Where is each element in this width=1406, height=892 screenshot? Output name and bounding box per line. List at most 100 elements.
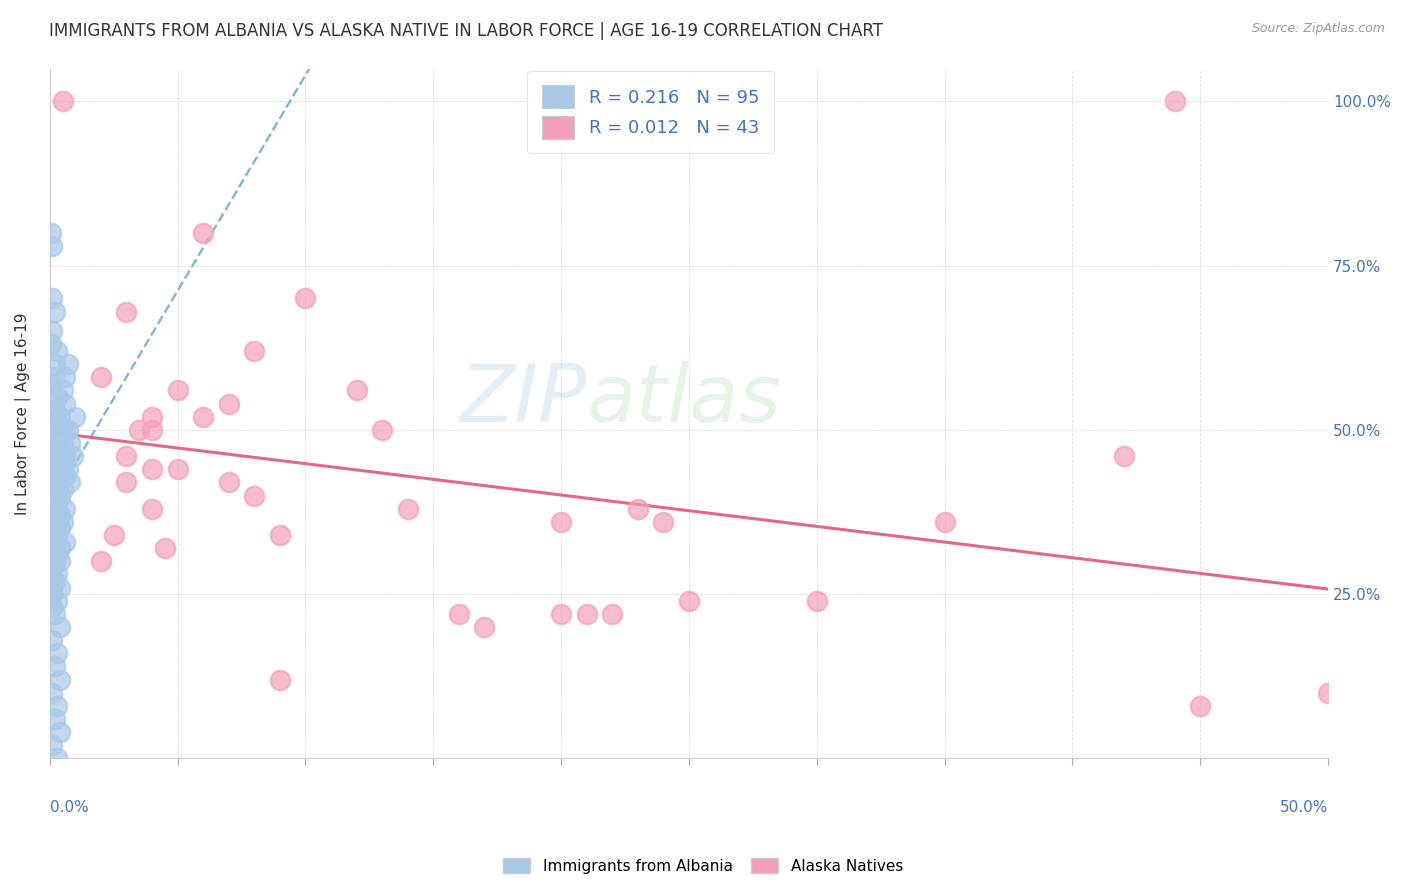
Point bbox=[103, 528, 125, 542]
Point bbox=[346, 384, 368, 398]
Point bbox=[49, 409, 72, 424]
Point bbox=[46, 468, 69, 483]
Point bbox=[39, 567, 62, 582]
Point bbox=[44, 607, 66, 621]
Point bbox=[218, 475, 240, 490]
Text: 0.0%: 0.0% bbox=[49, 800, 89, 814]
Point bbox=[51, 436, 73, 450]
Point bbox=[191, 226, 214, 240]
Point bbox=[447, 607, 470, 621]
Point bbox=[49, 508, 72, 523]
Point bbox=[46, 593, 69, 607]
Text: atlas: atlas bbox=[586, 360, 782, 439]
Point bbox=[51, 482, 73, 496]
Point bbox=[49, 475, 72, 490]
Legend: Immigrants from Albania, Alaska Natives: Immigrants from Albania, Alaska Natives bbox=[496, 852, 910, 880]
Point bbox=[53, 370, 76, 384]
Point bbox=[627, 501, 650, 516]
Point bbox=[1189, 698, 1212, 713]
Point bbox=[41, 390, 63, 404]
Point bbox=[41, 587, 63, 601]
Text: IMMIGRANTS FROM ALBANIA VS ALASKA NATIVE IN LABOR FORCE | AGE 16-19 CORRELATION : IMMIGRANTS FROM ALBANIA VS ALASKA NATIVE… bbox=[49, 22, 883, 40]
Point bbox=[44, 429, 66, 443]
Point bbox=[46, 515, 69, 529]
Point bbox=[44, 534, 66, 549]
Point bbox=[56, 462, 79, 476]
Point bbox=[49, 541, 72, 555]
Point bbox=[90, 554, 112, 568]
Point bbox=[49, 554, 72, 568]
Point bbox=[46, 751, 69, 765]
Point bbox=[128, 423, 150, 437]
Point bbox=[46, 567, 69, 582]
Point bbox=[44, 304, 66, 318]
Point bbox=[294, 292, 316, 306]
Point bbox=[44, 475, 66, 490]
Point bbox=[46, 548, 69, 562]
Point bbox=[44, 442, 66, 457]
Point bbox=[44, 554, 66, 568]
Point bbox=[46, 495, 69, 509]
Point bbox=[1164, 95, 1187, 109]
Point bbox=[141, 501, 163, 516]
Point bbox=[41, 436, 63, 450]
Point bbox=[46, 698, 69, 713]
Point bbox=[41, 600, 63, 615]
Point bbox=[934, 515, 956, 529]
Point bbox=[46, 390, 69, 404]
Point bbox=[49, 673, 72, 687]
Point bbox=[474, 620, 496, 634]
Point bbox=[44, 403, 66, 417]
Point bbox=[806, 593, 828, 607]
Point bbox=[51, 456, 73, 470]
Point bbox=[51, 423, 73, 437]
Point bbox=[44, 501, 66, 516]
Point bbox=[49, 725, 72, 739]
Point bbox=[141, 462, 163, 476]
Point bbox=[41, 508, 63, 523]
Point bbox=[65, 409, 87, 424]
Point bbox=[53, 468, 76, 483]
Point bbox=[41, 541, 63, 555]
Point bbox=[56, 423, 79, 437]
Point bbox=[41, 423, 63, 437]
Point bbox=[46, 344, 69, 359]
Point bbox=[652, 515, 675, 529]
Point bbox=[41, 489, 63, 503]
Point bbox=[39, 337, 62, 351]
Point bbox=[41, 521, 63, 535]
Point bbox=[41, 292, 63, 306]
Point bbox=[46, 456, 69, 470]
Point bbox=[49, 489, 72, 503]
Point bbox=[46, 442, 69, 457]
Point bbox=[51, 384, 73, 398]
Point bbox=[49, 521, 72, 535]
Point bbox=[53, 396, 76, 410]
Point bbox=[44, 357, 66, 371]
Point bbox=[115, 475, 138, 490]
Point bbox=[51, 515, 73, 529]
Point bbox=[41, 633, 63, 648]
Point bbox=[41, 686, 63, 700]
Point bbox=[153, 541, 176, 555]
Point bbox=[115, 449, 138, 463]
Point bbox=[39, 226, 62, 240]
Point bbox=[53, 534, 76, 549]
Point bbox=[41, 462, 63, 476]
Point bbox=[218, 396, 240, 410]
Point bbox=[42, 370, 65, 384]
Point bbox=[49, 581, 72, 595]
Point bbox=[1112, 449, 1135, 463]
Point bbox=[575, 607, 598, 621]
Point bbox=[166, 384, 188, 398]
Point bbox=[44, 712, 66, 726]
Point bbox=[115, 304, 138, 318]
Point bbox=[44, 489, 66, 503]
Point bbox=[41, 239, 63, 253]
Point bbox=[59, 475, 82, 490]
Point bbox=[44, 521, 66, 535]
Point bbox=[166, 462, 188, 476]
Point bbox=[44, 423, 66, 437]
Point bbox=[44, 462, 66, 476]
Point bbox=[41, 409, 63, 424]
